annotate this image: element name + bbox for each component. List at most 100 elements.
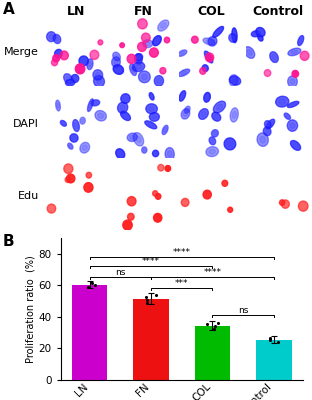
Ellipse shape (87, 59, 93, 70)
Ellipse shape (89, 102, 92, 108)
Ellipse shape (118, 151, 123, 156)
Text: B: B (3, 234, 15, 249)
Ellipse shape (120, 111, 130, 120)
Circle shape (181, 198, 189, 206)
Bar (133, 299, 169, 380)
Ellipse shape (123, 96, 128, 101)
Circle shape (300, 51, 309, 60)
Ellipse shape (154, 76, 163, 86)
Text: LN: LN (67, 5, 85, 18)
Ellipse shape (131, 67, 135, 73)
Ellipse shape (135, 54, 142, 64)
Ellipse shape (290, 103, 296, 106)
Ellipse shape (209, 137, 216, 145)
Ellipse shape (288, 76, 297, 87)
Ellipse shape (290, 123, 295, 128)
Ellipse shape (232, 111, 236, 118)
Ellipse shape (82, 145, 87, 150)
Ellipse shape (254, 32, 258, 35)
Point (204, 321, 209, 328)
Ellipse shape (46, 32, 56, 42)
Ellipse shape (113, 52, 120, 61)
Circle shape (264, 70, 271, 76)
Text: FN: FN (134, 5, 153, 18)
Ellipse shape (148, 123, 154, 127)
Ellipse shape (298, 36, 304, 46)
Text: Control: Control (253, 5, 304, 18)
Ellipse shape (116, 67, 121, 72)
Ellipse shape (80, 142, 90, 153)
Ellipse shape (66, 80, 75, 86)
Ellipse shape (208, 36, 217, 46)
Circle shape (66, 174, 75, 183)
Ellipse shape (186, 108, 189, 112)
Ellipse shape (53, 34, 61, 44)
Ellipse shape (162, 125, 168, 134)
Ellipse shape (139, 71, 150, 83)
Ellipse shape (127, 133, 137, 142)
Ellipse shape (251, 31, 260, 37)
Circle shape (149, 48, 158, 57)
Ellipse shape (88, 62, 91, 67)
Ellipse shape (216, 29, 221, 35)
Circle shape (53, 55, 60, 62)
Ellipse shape (163, 128, 167, 132)
Ellipse shape (183, 111, 188, 116)
Ellipse shape (145, 42, 150, 46)
Ellipse shape (290, 140, 300, 150)
Ellipse shape (95, 110, 106, 121)
Ellipse shape (212, 112, 221, 121)
Ellipse shape (123, 114, 128, 118)
Ellipse shape (286, 115, 289, 118)
Ellipse shape (232, 78, 236, 83)
Circle shape (155, 194, 161, 199)
Ellipse shape (149, 112, 159, 121)
Ellipse shape (158, 20, 169, 31)
Ellipse shape (211, 139, 214, 143)
Ellipse shape (230, 76, 241, 85)
Point (268, 337, 273, 344)
Circle shape (90, 50, 99, 60)
Ellipse shape (276, 96, 289, 107)
Point (211, 326, 216, 332)
Ellipse shape (130, 135, 135, 140)
Ellipse shape (146, 104, 157, 114)
Ellipse shape (181, 93, 184, 98)
Ellipse shape (181, 71, 187, 74)
Ellipse shape (93, 101, 97, 104)
Circle shape (47, 204, 56, 213)
Ellipse shape (259, 36, 262, 40)
Ellipse shape (80, 117, 85, 124)
Ellipse shape (73, 76, 77, 80)
Ellipse shape (120, 105, 125, 110)
Ellipse shape (213, 132, 217, 135)
Ellipse shape (94, 76, 105, 87)
Ellipse shape (232, 78, 238, 83)
Ellipse shape (137, 56, 140, 62)
Ellipse shape (227, 141, 233, 147)
Text: ns: ns (238, 306, 248, 315)
Point (267, 334, 272, 341)
Point (143, 294, 148, 300)
Ellipse shape (293, 143, 298, 148)
Ellipse shape (74, 122, 78, 128)
Point (90, 280, 95, 286)
Ellipse shape (88, 99, 93, 112)
Circle shape (51, 59, 58, 66)
Ellipse shape (68, 143, 73, 149)
Ellipse shape (133, 62, 145, 72)
Ellipse shape (263, 127, 271, 136)
Ellipse shape (71, 74, 79, 82)
Ellipse shape (178, 50, 187, 56)
Ellipse shape (149, 106, 154, 111)
Ellipse shape (66, 76, 71, 82)
Ellipse shape (230, 108, 238, 122)
Ellipse shape (291, 50, 298, 54)
Circle shape (207, 55, 212, 61)
Circle shape (138, 42, 146, 52)
Ellipse shape (257, 133, 268, 146)
Ellipse shape (168, 151, 172, 157)
Bar (256, 340, 292, 380)
Ellipse shape (133, 132, 144, 146)
Text: ***: *** (175, 279, 188, 288)
